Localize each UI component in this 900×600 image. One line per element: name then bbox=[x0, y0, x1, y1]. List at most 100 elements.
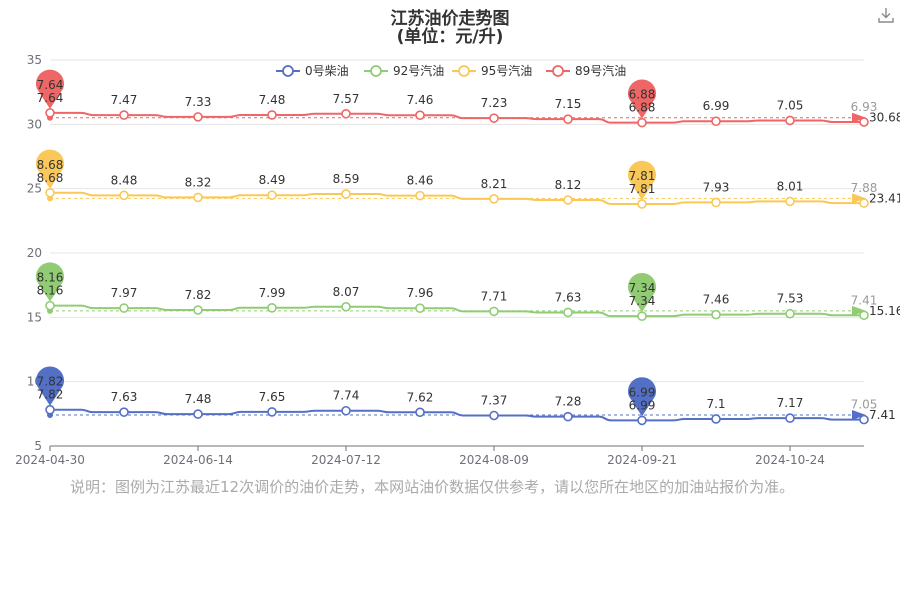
min-pin-label: 6.88 bbox=[629, 88, 656, 102]
data-label: 8.68 bbox=[37, 171, 64, 185]
data-label: 8.59 bbox=[333, 172, 360, 186]
series-line bbox=[50, 111, 864, 124]
data-label: 6.93 bbox=[851, 100, 878, 114]
data-label: 7.64 bbox=[37, 91, 64, 105]
min-pin-label: 7.34 bbox=[629, 281, 656, 295]
data-point bbox=[45, 108, 55, 118]
x-tick-label: 2024-08-09 bbox=[459, 453, 529, 467]
average-label: 15.16 bbox=[869, 304, 900, 318]
data-point bbox=[341, 301, 351, 312]
data-point bbox=[193, 112, 203, 122]
data-point bbox=[267, 190, 277, 201]
series-1 bbox=[36, 262, 869, 321]
data-label: 7.46 bbox=[407, 93, 434, 107]
data-label: 7.17 bbox=[777, 396, 804, 410]
data-point bbox=[119, 303, 129, 313]
data-label: 8.46 bbox=[407, 174, 434, 188]
data-label: 7.62 bbox=[407, 390, 434, 404]
min-pin-label: 6.99 bbox=[629, 385, 656, 399]
data-point bbox=[637, 415, 647, 426]
data-point bbox=[45, 404, 55, 415]
average-arrow bbox=[852, 410, 866, 421]
series-line bbox=[50, 408, 864, 422]
series-line bbox=[50, 191, 864, 205]
legend-label: 89号汽油 bbox=[575, 63, 626, 78]
legend-marker bbox=[458, 65, 470, 77]
legend-label: 0号柴油 bbox=[305, 64, 349, 78]
data-point bbox=[785, 196, 795, 207]
data-label: 6.99 bbox=[629, 398, 656, 412]
data-label: 8.07 bbox=[333, 285, 360, 299]
y-tick-label: 15 bbox=[27, 310, 42, 324]
data-point bbox=[341, 108, 351, 119]
data-label: 7.48 bbox=[185, 392, 212, 406]
legend-marker bbox=[370, 65, 382, 77]
data-label: 7.93 bbox=[703, 180, 730, 194]
y-tick-label: 5 bbox=[34, 439, 42, 453]
data-point bbox=[341, 405, 351, 416]
data-point bbox=[859, 117, 869, 127]
series-3 bbox=[36, 69, 869, 128]
data-label: 7.65 bbox=[259, 390, 286, 404]
data-point bbox=[489, 194, 499, 204]
data-point bbox=[563, 195, 573, 205]
data-label: 7.33 bbox=[185, 95, 212, 109]
data-point bbox=[45, 300, 55, 311]
data-point bbox=[859, 198, 869, 208]
data-label: 8.21 bbox=[481, 177, 508, 191]
data-label: 7.46 bbox=[703, 293, 730, 307]
x-tick-label: 2024-10-24 bbox=[755, 453, 825, 467]
data-point bbox=[415, 110, 425, 120]
data-label: 8.12 bbox=[555, 178, 582, 192]
data-label: 7.1 bbox=[706, 397, 725, 411]
data-label: 7.81 bbox=[629, 182, 656, 196]
data-point bbox=[637, 199, 647, 209]
data-point bbox=[193, 409, 203, 419]
data-label: 6.99 bbox=[703, 99, 730, 113]
data-label: 7.88 bbox=[851, 181, 878, 195]
data-point bbox=[119, 407, 129, 417]
data-point bbox=[489, 410, 499, 421]
max-pin bbox=[36, 149, 65, 189]
data-point bbox=[489, 113, 499, 123]
series-line bbox=[50, 304, 864, 318]
data-point bbox=[415, 190, 425, 201]
average-label: 30.68 bbox=[869, 111, 900, 125]
data-label: 7.48 bbox=[259, 93, 286, 107]
x-tick-label: 2024-04-30 bbox=[15, 453, 85, 467]
download-icon[interactable] bbox=[877, 6, 895, 24]
average-label: 7.41 bbox=[869, 408, 896, 422]
data-point bbox=[267, 110, 277, 120]
data-label: 7.37 bbox=[481, 394, 508, 408]
min-pin bbox=[628, 377, 656, 417]
data-point bbox=[45, 187, 55, 198]
data-label: 7.63 bbox=[111, 390, 138, 404]
data-label: 7.99 bbox=[259, 286, 286, 300]
data-point bbox=[711, 197, 721, 208]
data-point bbox=[637, 117, 647, 128]
data-point bbox=[119, 110, 129, 120]
data-label: 7.82 bbox=[37, 388, 64, 402]
max-pin-label: 8.68 bbox=[37, 158, 64, 172]
data-point bbox=[415, 303, 425, 313]
chart-title: 江苏油价走势图 bbox=[390, 9, 510, 29]
data-point bbox=[785, 115, 795, 126]
data-label: 7.34 bbox=[629, 294, 656, 308]
legend-label: 92号汽油 bbox=[393, 63, 444, 78]
legend-marker bbox=[552, 65, 564, 77]
data-point bbox=[119, 190, 129, 201]
max-pin bbox=[36, 262, 65, 302]
max-pin bbox=[36, 69, 65, 109]
data-point bbox=[267, 303, 277, 313]
y-tick-label: 35 bbox=[27, 53, 42, 67]
legend-marker bbox=[282, 65, 294, 77]
data-point bbox=[563, 114, 573, 124]
chart-note: 说明：图例为江苏最近12次调价的油价走势，本网站油价数据仅供参考，请以您所在地区… bbox=[70, 478, 795, 496]
data-point bbox=[267, 407, 277, 417]
data-point bbox=[785, 413, 795, 423]
data-point bbox=[637, 311, 647, 321]
data-label: 7.47 bbox=[111, 93, 138, 107]
x-tick-label: 2024-09-21 bbox=[607, 453, 677, 467]
data-point bbox=[341, 189, 351, 199]
